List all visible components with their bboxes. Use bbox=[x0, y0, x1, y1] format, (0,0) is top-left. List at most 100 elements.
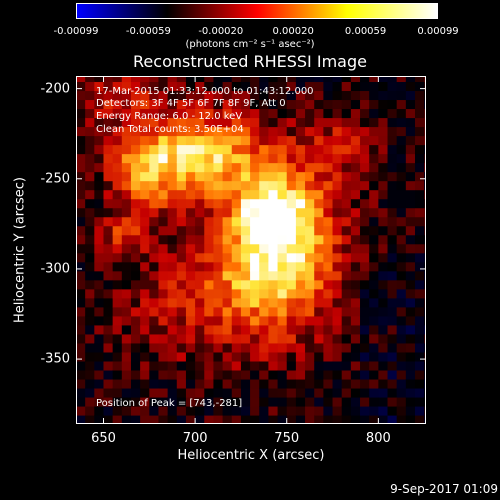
heatmap-cell bbox=[250, 216, 260, 227]
heatmap-cell bbox=[378, 288, 389, 299]
heatmap-cell bbox=[396, 198, 407, 209]
heatmap-cell bbox=[378, 387, 389, 398]
heatmap-cell bbox=[378, 261, 389, 272]
heatmap-cell bbox=[204, 243, 215, 254]
heatmap-cell bbox=[149, 324, 160, 335]
heatmap-cell bbox=[295, 315, 306, 326]
heatmap-cell bbox=[76, 369, 86, 380]
heatmap-cell bbox=[295, 90, 306, 101]
heatmap-cell bbox=[185, 234, 196, 245]
heatmap-cell bbox=[396, 396, 407, 407]
heatmap-cell bbox=[140, 315, 150, 326]
heatmap-cell bbox=[387, 76, 398, 83]
heatmap-cell bbox=[277, 315, 288, 326]
heatmap-cell bbox=[405, 225, 416, 236]
heatmap-cell bbox=[405, 216, 416, 227]
heatmap-cell bbox=[387, 288, 398, 299]
heatmap-cell bbox=[295, 117, 306, 128]
heatmap-cell bbox=[103, 207, 114, 218]
heatmap-cell bbox=[341, 315, 352, 326]
heatmap-cell bbox=[158, 81, 169, 92]
heatmap-cell bbox=[387, 405, 398, 416]
heatmap-cell bbox=[268, 351, 279, 362]
heatmap-cell bbox=[286, 180, 297, 191]
heatmap-cell bbox=[130, 414, 141, 424]
heatmap-cell bbox=[140, 279, 150, 290]
heatmap-cell bbox=[85, 126, 95, 137]
heatmap-cell bbox=[341, 369, 352, 380]
heatmap-cell bbox=[387, 153, 398, 164]
heatmap-cell bbox=[140, 207, 150, 218]
heatmap-cell bbox=[185, 216, 196, 227]
heatmap-cell bbox=[295, 108, 306, 119]
heatmap-cell bbox=[158, 99, 169, 110]
y-axis-label: Heliocentric Y (arcsec) bbox=[12, 177, 28, 323]
heatmap-cell bbox=[387, 306, 398, 317]
heatmap-cell bbox=[204, 279, 215, 290]
heatmap-cell bbox=[185, 369, 196, 380]
heatmap-cell bbox=[130, 279, 141, 290]
heatmap-cell bbox=[332, 198, 343, 209]
heatmap-cell bbox=[121, 396, 132, 407]
heatmap-cell bbox=[277, 324, 288, 335]
heatmap-cell bbox=[360, 171, 370, 182]
heatmap-cell bbox=[140, 243, 150, 254]
heatmap-cell bbox=[286, 126, 297, 137]
heatmap-cell bbox=[405, 81, 416, 92]
heatmap-cell bbox=[76, 270, 86, 281]
heatmap-cell bbox=[158, 342, 169, 353]
heatmap-cell bbox=[268, 414, 279, 424]
heatmap-cell bbox=[396, 153, 407, 164]
heatmap-cell bbox=[295, 171, 306, 182]
heatmap-cell bbox=[158, 252, 169, 263]
heatmap-cell bbox=[277, 153, 288, 164]
heatmap-cell bbox=[332, 207, 343, 218]
heatmap-cell bbox=[332, 414, 343, 424]
heatmap-cell bbox=[185, 387, 196, 398]
heatmap-cell bbox=[85, 225, 95, 236]
heatmap-cell bbox=[295, 234, 306, 245]
heatmap-cell bbox=[94, 135, 105, 146]
heatmap-cell bbox=[259, 360, 270, 371]
heatmap-cell bbox=[341, 414, 352, 424]
heatmap-cell bbox=[76, 324, 86, 335]
heatmap-cell bbox=[112, 135, 123, 146]
heatmap-cell bbox=[103, 396, 114, 407]
heatmap-cell bbox=[176, 81, 187, 92]
heatmap-cell bbox=[369, 396, 379, 407]
heatmap-cell bbox=[167, 162, 178, 173]
heatmap-cell bbox=[415, 126, 425, 137]
heatmap-cell bbox=[112, 171, 123, 182]
heatmap-cells bbox=[76, 76, 426, 424]
heatmap-cell bbox=[167, 117, 178, 128]
heatmap-cell bbox=[149, 171, 160, 182]
colorbar-tick-label: -0.00020 bbox=[198, 26, 244, 37]
heatmap-cell bbox=[158, 360, 169, 371]
heatmap-cell bbox=[378, 153, 389, 164]
heatmap-cell bbox=[176, 126, 187, 137]
heatmap-cell bbox=[94, 306, 105, 317]
heatmap-cell bbox=[140, 333, 150, 344]
heatmap-cell bbox=[387, 378, 398, 389]
heatmap-cell bbox=[332, 126, 343, 137]
heatmap-cell bbox=[149, 108, 160, 119]
heatmap-cell bbox=[204, 117, 215, 128]
heatmap-cell bbox=[323, 90, 334, 101]
heatmap-cell bbox=[121, 144, 132, 155]
heatmap-cell bbox=[85, 405, 95, 416]
heatmap-cell bbox=[76, 126, 86, 137]
heatmap-cell bbox=[140, 99, 150, 110]
heatmap-cell bbox=[277, 144, 288, 155]
heatmap-cell bbox=[222, 180, 233, 191]
heatmap-cell bbox=[185, 207, 196, 218]
heatmap-cell bbox=[176, 405, 187, 416]
heatmap-cell bbox=[240, 171, 251, 182]
heatmap-cell bbox=[103, 153, 114, 164]
heatmap-cell bbox=[360, 396, 370, 407]
heatmap-cell bbox=[250, 153, 260, 164]
heatmap-cell bbox=[415, 189, 425, 200]
heatmap-cell bbox=[130, 387, 141, 398]
heatmap-cell bbox=[185, 405, 196, 416]
heatmap-cell bbox=[405, 126, 416, 137]
heatmap-cell bbox=[130, 153, 141, 164]
